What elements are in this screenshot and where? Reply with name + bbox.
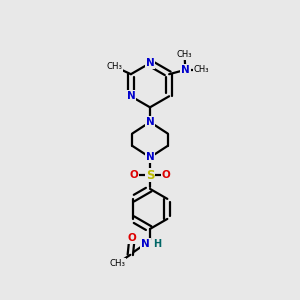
Text: N: N [146,152,154,162]
Text: O: O [129,170,138,180]
Text: CH₃: CH₃ [107,62,123,71]
Text: N: N [181,65,190,75]
Text: N: N [146,58,154,68]
Text: N: N [141,238,150,249]
Text: H: H [153,238,161,249]
Text: CH₃: CH₃ [194,65,209,74]
Text: O: O [162,170,171,180]
Text: O: O [128,233,136,243]
Text: N: N [146,117,154,127]
Text: CH₃: CH₃ [176,50,192,59]
Text: N: N [127,91,135,101]
Text: S: S [146,169,154,182]
Text: CH₃: CH₃ [109,259,125,268]
